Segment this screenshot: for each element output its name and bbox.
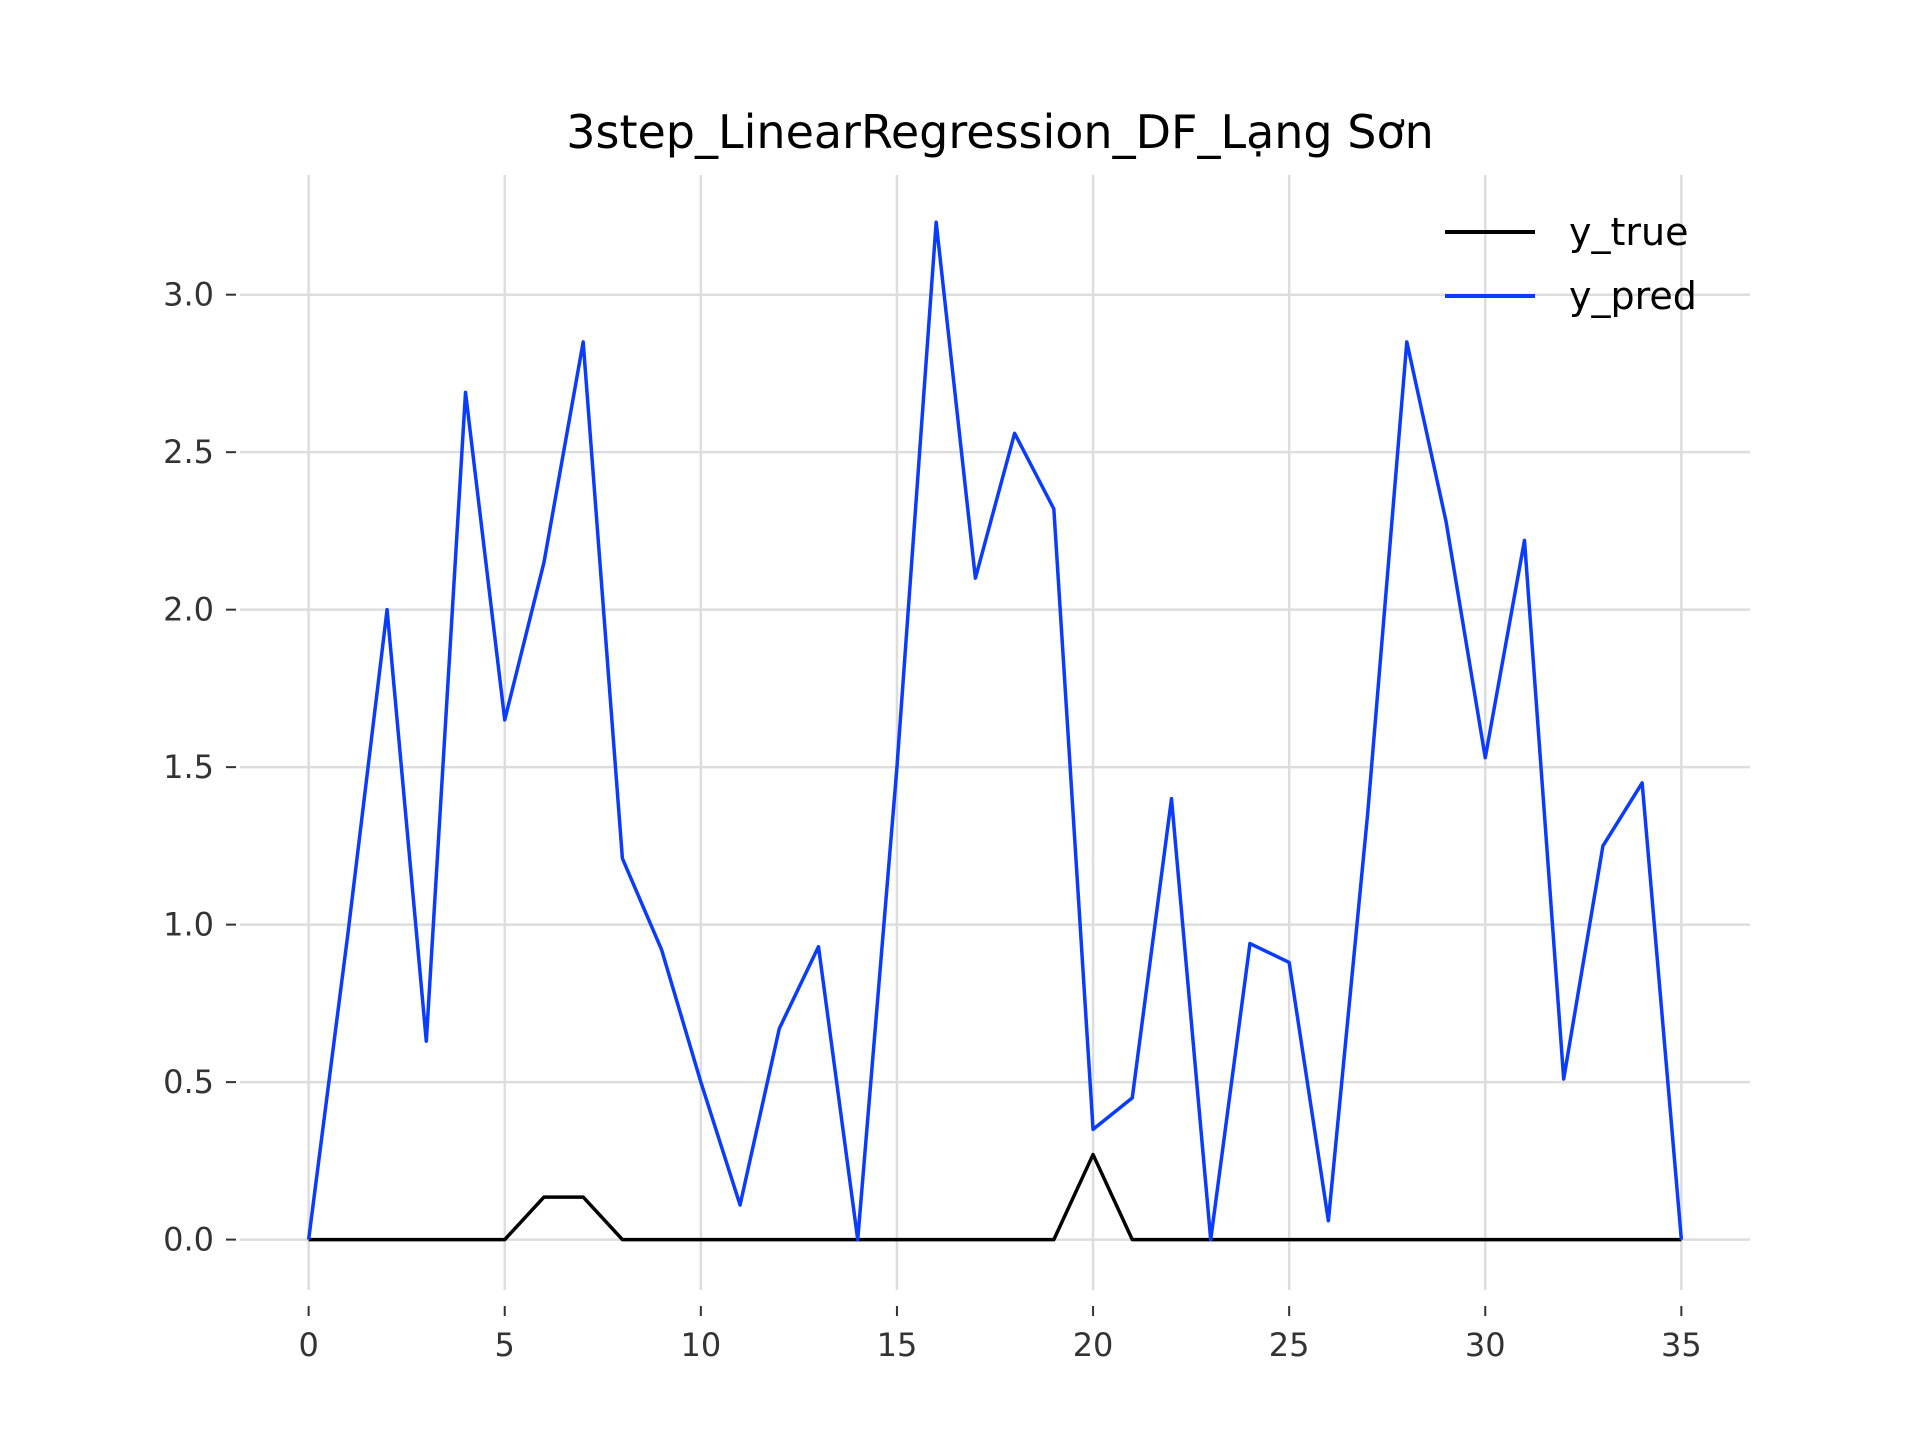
y-axis: 0.0 0.5 1.0 1.5 2.0 2.5 3.0 xyxy=(163,276,236,1259)
y-tick-label: 0.0 xyxy=(163,1221,214,1259)
x-tick-label: 20 xyxy=(1073,1326,1114,1364)
y-tick-label: 0.5 xyxy=(163,1063,214,1101)
x-axis: 0 5 10 15 20 25 30 35 xyxy=(298,1306,1702,1364)
x-tick-label: 25 xyxy=(1269,1326,1310,1364)
series-group xyxy=(306,220,1684,1242)
series-line-y_true xyxy=(308,1152,1682,1242)
x-tick-label: 15 xyxy=(877,1326,918,1364)
chart-title: 3step_LinearRegression_DF_Lạng Sơn xyxy=(566,105,1434,159)
y-tick-label: 2.5 xyxy=(163,433,214,471)
grid xyxy=(240,175,1750,1290)
legend: y_true y_pred xyxy=(1445,210,1697,318)
y-tick-label: 1.0 xyxy=(163,906,214,944)
x-tick-label: 5 xyxy=(495,1326,515,1364)
x-tick-label: 0 xyxy=(298,1326,318,1364)
y-tick-label: 2.0 xyxy=(163,591,214,629)
legend-label-y_true: y_true xyxy=(1569,210,1688,254)
legend-label-y_pred: y_pred xyxy=(1569,274,1697,318)
y-tick-label: 3.0 xyxy=(163,276,214,314)
x-tick-label: 30 xyxy=(1465,1326,1506,1364)
x-tick-label: 35 xyxy=(1661,1326,1702,1364)
y-tick-label: 1.5 xyxy=(163,748,214,786)
x-tick-label: 10 xyxy=(680,1326,721,1364)
series-line-y_pred xyxy=(306,220,1684,1242)
